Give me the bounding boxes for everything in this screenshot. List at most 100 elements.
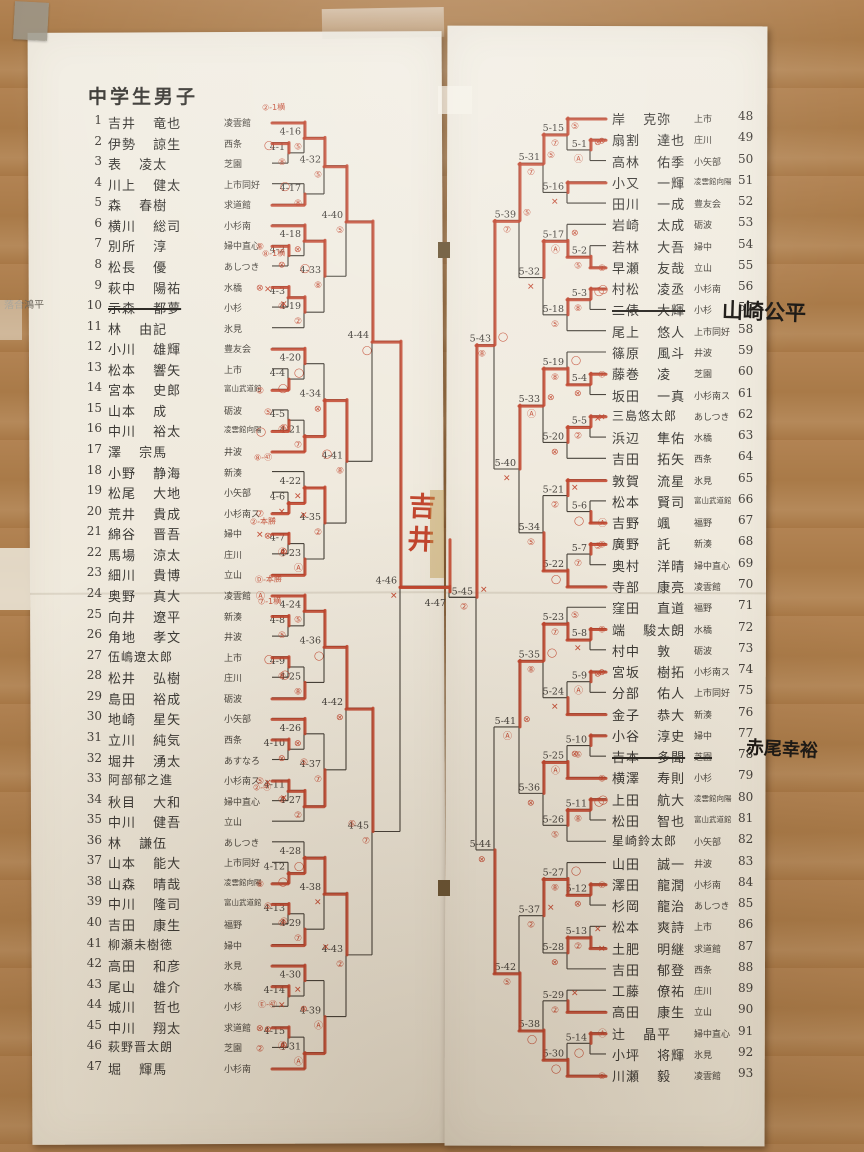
entry-row: 7 別所 淳 婦中直心 [0, 236, 864, 255]
entry-row: 15 山本 成 砺波 [0, 401, 864, 420]
entry-club: 氷見 [224, 324, 243, 335]
red-mark: ② [574, 942, 582, 952]
entry-club: 芝園 [224, 1044, 243, 1055]
entry-club: 凌雲館向陽 [694, 793, 732, 803]
red-mark: ⑧ [551, 883, 559, 893]
match-label: 4-34 [300, 389, 321, 400]
entry-club: 砺波 [694, 221, 713, 232]
red-mark: ◯ [278, 878, 288, 888]
red-mark: ✕ [278, 507, 286, 517]
match-label: 4-11 [264, 779, 285, 790]
entry-number: 10 [86, 298, 102, 313]
entry-name: 綿谷 晋吾 [108, 528, 182, 544]
match-label: 4-45 [348, 820, 369, 831]
entry-name: 川上 健太 [108, 178, 182, 194]
entry-row: 69 奥村 洋晴 婦中直心 [0, 556, 864, 575]
entry-row: 68 廣野 託 新湊 [0, 534, 864, 553]
red-mark: ⑤ [598, 540, 606, 550]
entry-name: 岸 克弥 [612, 113, 672, 128]
entry-number: 40 [86, 915, 102, 930]
entry-number: 43 [86, 976, 102, 991]
red-mark: ⊗ [598, 668, 606, 678]
entry-club: 西条 [694, 965, 713, 976]
red-note: Ⓔ-㊼ [257, 999, 278, 1010]
entry-name: 地崎 星矢 [108, 713, 182, 729]
entry-row: 37 山本 能大 上市同好 [0, 853, 864, 872]
entry-row: 60 藤巻 凌 芝園 [0, 364, 864, 383]
entry-name: 山本 成 [108, 404, 168, 420]
entry-club: 凌雲館 [694, 582, 722, 593]
red-mark: ⊗ [278, 754, 286, 764]
entry-club: 富山武道館 [224, 898, 262, 908]
red-mark: ⑤ [348, 819, 356, 829]
entry-number: 92 [738, 1044, 754, 1059]
entry-number: 5 [94, 195, 102, 210]
red-mark: ② [574, 431, 582, 441]
entry-row: 61 坂田 一真 小杉南ス [0, 386, 864, 405]
entry-number: 82 [738, 832, 754, 847]
red-mark: ⑧ [574, 814, 582, 824]
entry-row: 51 小又 一輝 凌雲館向陽 [0, 172, 864, 192]
red-mark: ⑧ [278, 672, 286, 682]
match-label: 5-35 [519, 649, 540, 660]
entry-row: 73 村中 敦 砺波 [0, 641, 864, 660]
red-mark: ⑦ [503, 225, 511, 235]
entry-number: 60 [738, 364, 754, 379]
red-mark: ✕ [594, 414, 602, 424]
entry-club: 小杉南 [224, 221, 252, 232]
entry-club: 庄川 [224, 550, 243, 561]
red-mark: ✕ [551, 703, 559, 713]
red-mark: ⑦ [598, 881, 606, 891]
entry-number: 90 [738, 1002, 754, 1017]
entry-number: 51 [738, 172, 754, 187]
entry-name: 岩崎 太成 [612, 219, 686, 235]
red-mark: ◯ [571, 356, 581, 366]
match-label: 5-6 [572, 501, 587, 512]
entry-number: 84 [738, 874, 754, 889]
entry-name: 島田 裕成 [108, 692, 182, 708]
entry-club: 凌雲館 [694, 1072, 722, 1083]
entry-name: 尾上 悠人 [612, 325, 686, 341]
red-mark: ② [256, 1044, 264, 1054]
entry-number: 35 [86, 812, 102, 827]
entry-name: 細川 貴博 [108, 569, 182, 585]
entry-row: 13 松本 響矢 上市 [0, 360, 864, 379]
entry-name: 向井 遼平 [108, 610, 182, 626]
match-label: 4-20 [280, 353, 301, 364]
entry-row: 91 辻 晶平 婦中直心 [0, 1024, 864, 1043]
red-mark: ② [551, 501, 559, 511]
entry-number: 74 [738, 662, 754, 677]
entry-row: 3 表 凌太 芝園 [0, 154, 864, 173]
match-label: 5-33 [519, 394, 540, 405]
entry-row: 5 森 春樹 求道館 [0, 195, 864, 214]
red-mark: ✕ [547, 904, 555, 914]
tape-seam-top [438, 86, 472, 114]
match-label: 5-24 [543, 687, 564, 698]
entry-number: 86 [738, 917, 754, 932]
red-mark: ◯ [547, 648, 557, 658]
red-mark: ✕ [574, 644, 582, 654]
entry-name: 林 謙伍 [108, 836, 168, 852]
red-mark: ⊗ [571, 749, 579, 759]
red-mark: ⊗ [264, 1025, 272, 1035]
match-label: 4-39 [300, 1006, 321, 1017]
match-label: 4-4 [270, 368, 285, 379]
entry-club: あしつき [224, 262, 260, 273]
entry-number: 30 [86, 709, 102, 724]
red-mark: ② [256, 386, 264, 396]
entry-club: 小杉南ス [694, 668, 731, 679]
match-label: 4-12 [264, 862, 285, 873]
entry-name: 萩中 陽祐 [108, 281, 182, 297]
red-mark: Ⓐ [551, 765, 560, 776]
match-label: 5-15 [543, 123, 564, 134]
entry-name: 若林 大吾 [612, 240, 686, 256]
match-label: 5-1 [572, 139, 587, 150]
entry-club: 西条 [224, 139, 243, 150]
entry-row: 56 村松 凌丞 小杉南 [0, 279, 864, 298]
entry-name: 松井 弘樹 [108, 672, 182, 688]
entry-name: 阿部郁之進 [108, 773, 174, 788]
entry-row: 57 二俵 大輝 小杉 [0, 300, 864, 319]
entry-name: 辻 晶平 [612, 1027, 672, 1043]
red-mark: ✕ [280, 794, 288, 804]
